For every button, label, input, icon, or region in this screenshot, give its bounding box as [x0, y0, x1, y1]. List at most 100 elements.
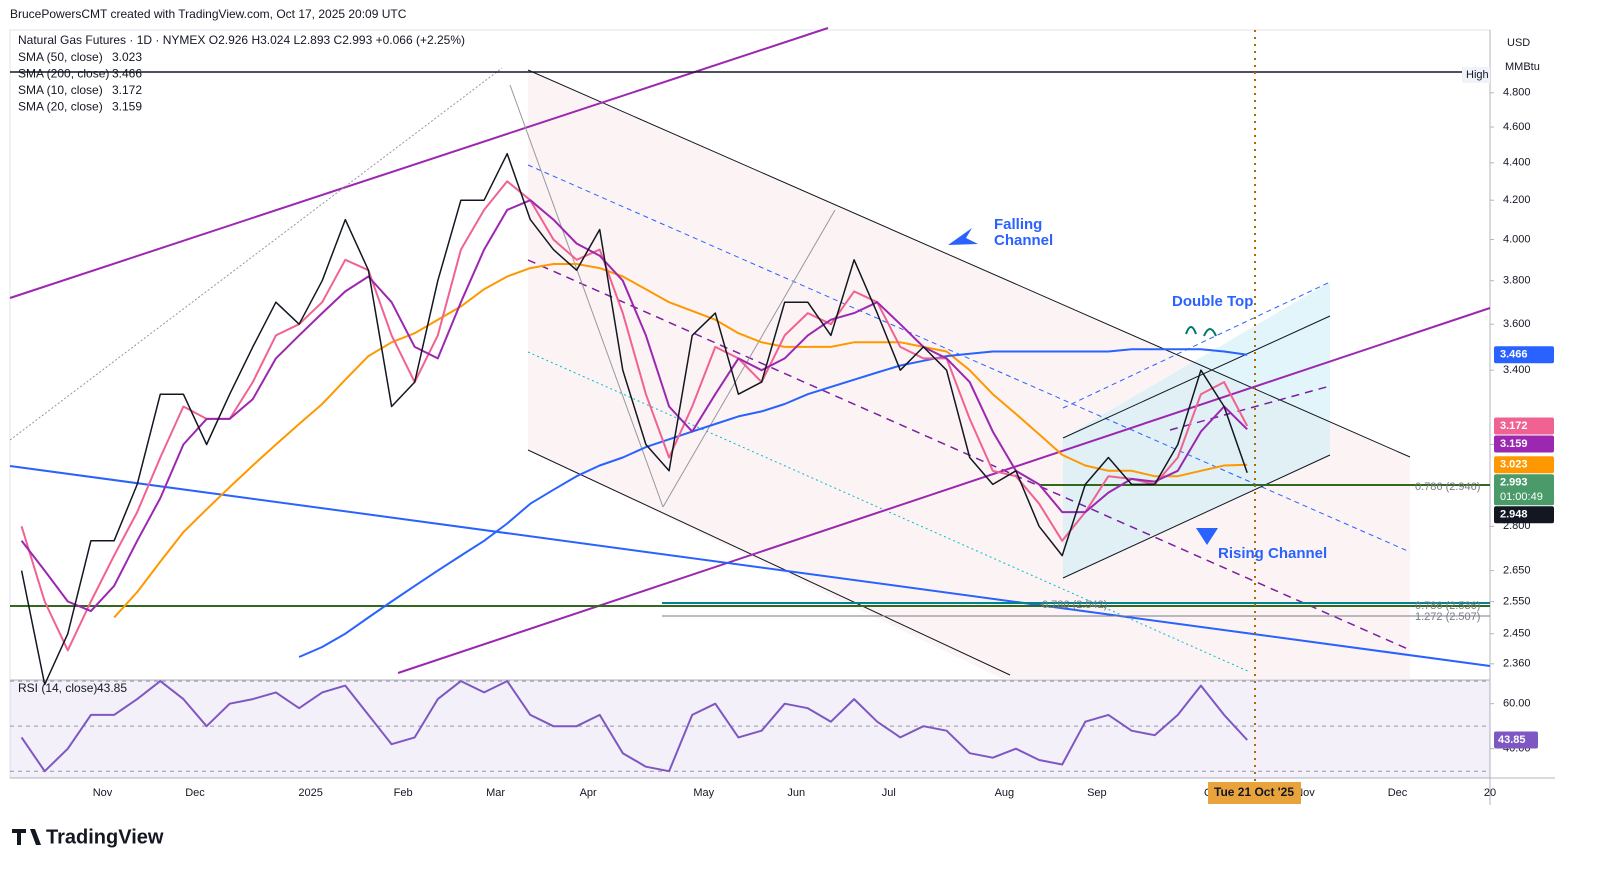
- y-tick-label: 4.800: [1503, 87, 1531, 99]
- rising-channel-dashed: [1062, 281, 1331, 409]
- legend-name: SMA (50, close): [18, 50, 103, 64]
- arrow: [948, 228, 978, 245]
- change: +0.066 (+2.25%): [376, 33, 465, 47]
- symbol: Natural Gas Futures · 1D · NYMEX: [18, 33, 205, 47]
- price-label: 2.948: [1500, 509, 1528, 521]
- falling-channel-upper: [527, 69, 1411, 458]
- trendline: [9, 27, 829, 299]
- fib-label: 0.786 (2.946): [1415, 481, 1480, 493]
- logo-mark: [12, 829, 41, 845]
- y-tick-label: 2.650: [1503, 565, 1531, 577]
- price-label-box: [1494, 731, 1538, 749]
- x-tick-label: Feb: [394, 787, 413, 799]
- x-tick-label: Apr: [580, 787, 597, 799]
- y-tick-label: 3.600: [1503, 318, 1531, 330]
- series-line: [113, 263, 1248, 619]
- price-label-box: [1494, 474, 1554, 506]
- y-tick-label: 4.200: [1503, 194, 1531, 206]
- y-tick-label: 2.450: [1503, 628, 1531, 640]
- price-label-box: [1494, 346, 1554, 364]
- fib-label: 0.786 (2.542): [1042, 599, 1107, 611]
- legend-title: Natural Gas Futures · 1D · NYMEX O2.926 …: [18, 33, 465, 47]
- price-label: 3.466: [1500, 349, 1528, 361]
- y-tick-label: 60.00: [1503, 698, 1531, 710]
- x-tick-label: Dec: [185, 787, 205, 799]
- unit: MMBtu: [1505, 61, 1540, 73]
- series-line: [20, 199, 1248, 613]
- cursor-date-box: [1208, 782, 1301, 804]
- price-label-box: [1494, 417, 1554, 435]
- y-tick-label: 2.800: [1503, 520, 1531, 532]
- high-badge: [1462, 67, 1490, 83]
- x-tick-label: Jul: [882, 787, 896, 799]
- legend-value: 3.023: [112, 50, 142, 64]
- ohlc: O2.926: [209, 33, 249, 47]
- price-label: 3.172: [1500, 420, 1528, 432]
- price-label-box: [1494, 456, 1554, 474]
- y-tick-label: 4.000: [1503, 233, 1531, 245]
- currency: USD: [1507, 37, 1530, 49]
- legend-value: 3.172: [112, 83, 142, 97]
- x-tick-label: 20: [1484, 787, 1496, 799]
- legend-value: 43.85: [97, 681, 127, 695]
- trendline: [397, 307, 1491, 674]
- price-label-box: [1494, 506, 1554, 524]
- ohlc: H3.024: [251, 33, 290, 47]
- y-tick-label: 3.800: [1503, 275, 1531, 287]
- annotation: Rising Channel: [1218, 545, 1327, 562]
- price-label: 43.85: [1498, 734, 1526, 746]
- cursor-date: Tue 21 Oct '25: [1214, 785, 1294, 799]
- trendline: [509, 84, 664, 508]
- rising-channel-lower: [1062, 454, 1331, 579]
- price-label: 3.023: [1500, 459, 1528, 471]
- high-label: High: [1466, 69, 1489, 81]
- legend-name: SMA (20, close): [18, 100, 103, 114]
- y-tick-label: 3.400: [1503, 364, 1531, 376]
- price-label: 2.993: [1500, 477, 1528, 489]
- legend-value: 3.466: [112, 67, 142, 81]
- falling-channel-fill: [528, 70, 1410, 680]
- fib-label: 0.786 (2.536): [1415, 600, 1480, 612]
- trendline: [9, 465, 1491, 667]
- x-tick-label: Sep: [1087, 787, 1107, 799]
- countdown: 01:00:49: [1500, 491, 1543, 503]
- falling-channel-dashed: [527, 164, 1411, 553]
- rising-channel-fill: [1063, 282, 1330, 578]
- legend-name: SMA (200, close): [18, 67, 109, 81]
- falling-channel-dotted: [527, 351, 1251, 673]
- price-label: 3.159: [1500, 438, 1528, 450]
- price-label-box: [1494, 435, 1554, 453]
- legend-value: 3.159: [112, 100, 142, 114]
- rsi-band: [10, 680, 1490, 778]
- ohlc: C2.993: [334, 33, 373, 47]
- x-tick-label: Jun: [787, 787, 805, 799]
- series-line: [20, 680, 1248, 773]
- x-tick-label: Dec: [1388, 787, 1408, 799]
- logo-text: TradingView: [46, 826, 164, 848]
- trendline: [662, 209, 836, 508]
- ohlc: L2.893: [294, 33, 331, 47]
- x-tick-label: May: [693, 787, 714, 799]
- y-tick-label: 4.400: [1503, 157, 1531, 169]
- x-tick-label: Aug: [995, 787, 1015, 799]
- legend-name: RSI (14, close): [18, 681, 97, 695]
- author-line: BrucePowersCMT created with TradingView.…: [10, 7, 407, 21]
- trendline: [9, 67, 503, 441]
- annotation: Channel: [994, 232, 1053, 249]
- legend-name: SMA (10, close): [18, 83, 103, 97]
- annotation: Double Top: [1172, 293, 1253, 310]
- series-line: [20, 152, 1248, 686]
- double-top-marks: [1185, 326, 1217, 337]
- y-tick-label: 2.360: [1503, 658, 1531, 670]
- y-tick-label: 4.600: [1503, 121, 1531, 133]
- annotation: Falling: [994, 216, 1042, 233]
- arrow: [1196, 528, 1218, 545]
- y-tick-label: 2.550: [1503, 595, 1531, 607]
- x-tick-label: Nov: [93, 787, 113, 799]
- series-line: [298, 348, 1248, 658]
- rising-channel-upper: [1062, 315, 1331, 439]
- x-tick-label: 2025: [298, 787, 322, 799]
- fib-label: 1.272 (2.507): [1415, 611, 1480, 623]
